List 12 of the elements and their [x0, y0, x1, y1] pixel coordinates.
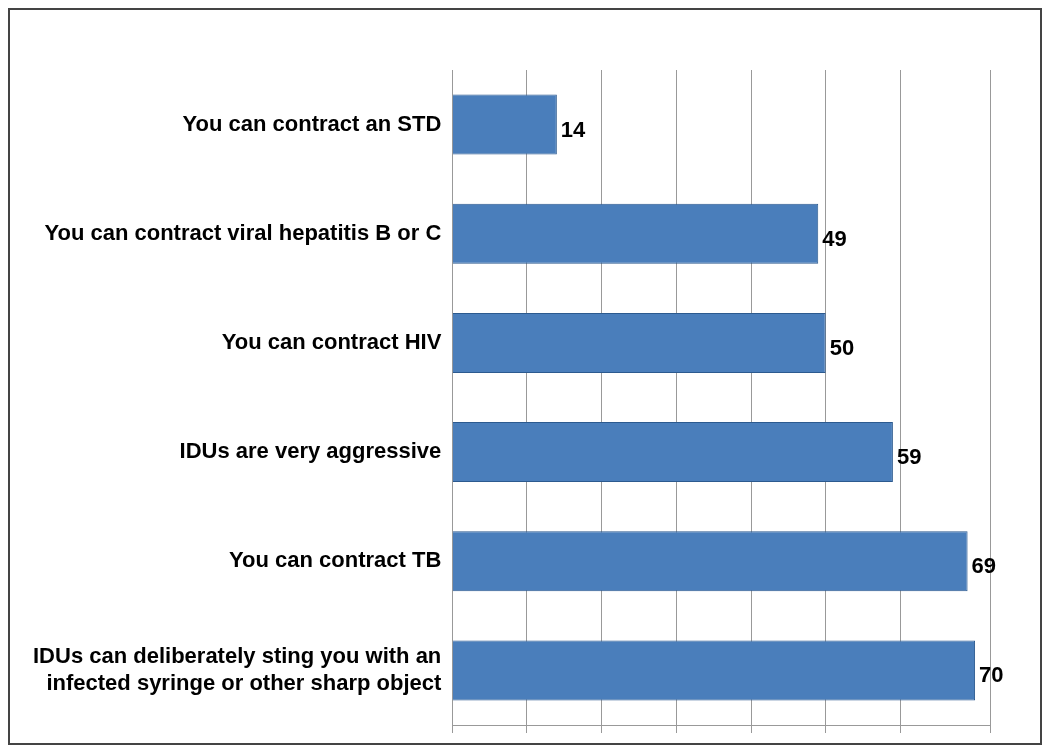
data-label: 69 — [971, 553, 997, 579]
y-tick-label: You can contract viral hepatitis B or C — [44, 219, 442, 245]
data-label: 70 — [979, 662, 1004, 688]
y-tick-label: IDUs can deliberately sting you with an infected syringe or other sharp object — [33, 643, 442, 695]
y-tick-label: You can contract an STD — [182, 110, 442, 136]
data-label: 59 — [896, 444, 922, 470]
y-tick-label: IDUs are very aggressive — [179, 438, 442, 464]
data-label: 50 — [829, 334, 855, 360]
y-tick-label: You can contract TB — [229, 547, 442, 573]
data-label: 14 — [560, 116, 587, 142]
y-tick-label: You can contract HIV — [221, 328, 442, 354]
data-label: 49 — [822, 225, 847, 251]
